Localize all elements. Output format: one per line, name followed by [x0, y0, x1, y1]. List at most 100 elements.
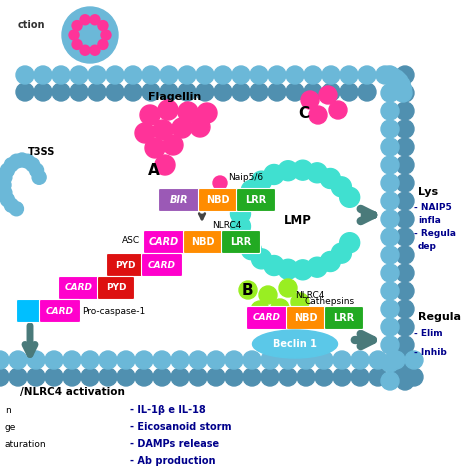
Circle shape [225, 351, 243, 369]
Text: Pro-caspase-1: Pro-caspase-1 [82, 307, 145, 316]
FancyBboxPatch shape [144, 230, 184, 254]
Circle shape [34, 66, 52, 84]
Circle shape [387, 351, 405, 369]
Circle shape [390, 73, 408, 91]
Circle shape [232, 83, 250, 101]
Circle shape [196, 66, 214, 84]
Text: Lys: Lys [418, 187, 438, 197]
Circle shape [0, 368, 9, 386]
Circle shape [251, 301, 269, 319]
Circle shape [90, 45, 100, 55]
Circle shape [322, 83, 340, 101]
Circle shape [396, 246, 414, 264]
Circle shape [232, 66, 250, 84]
Circle shape [381, 138, 399, 156]
Circle shape [304, 83, 322, 101]
Circle shape [381, 282, 399, 300]
Text: aturation: aturation [5, 440, 46, 449]
Circle shape [333, 351, 351, 369]
FancyBboxPatch shape [199, 189, 237, 211]
Circle shape [225, 368, 243, 386]
Circle shape [15, 153, 29, 167]
FancyBboxPatch shape [39, 300, 81, 322]
Circle shape [333, 368, 351, 386]
Circle shape [381, 264, 399, 282]
Circle shape [155, 155, 175, 175]
Text: - Elim: - Elim [414, 329, 443, 338]
Text: Beclin 1: Beclin 1 [273, 339, 317, 349]
Text: NBD: NBD [294, 313, 318, 323]
Circle shape [384, 68, 402, 86]
Circle shape [309, 106, 327, 124]
Circle shape [278, 161, 298, 181]
Circle shape [153, 368, 171, 386]
Circle shape [207, 351, 225, 369]
Text: n: n [5, 406, 11, 415]
Circle shape [396, 84, 414, 102]
Circle shape [271, 299, 289, 317]
Circle shape [27, 351, 45, 369]
Circle shape [396, 102, 414, 120]
Circle shape [70, 66, 88, 84]
Circle shape [117, 368, 135, 386]
Circle shape [142, 66, 160, 84]
Circle shape [178, 66, 196, 84]
FancyBboxPatch shape [246, 307, 288, 329]
Circle shape [307, 257, 327, 277]
FancyBboxPatch shape [58, 276, 100, 300]
Circle shape [160, 66, 178, 84]
FancyBboxPatch shape [142, 254, 182, 276]
Circle shape [387, 70, 405, 88]
Circle shape [98, 39, 108, 49]
Circle shape [234, 228, 254, 249]
Circle shape [72, 39, 82, 49]
Circle shape [252, 249, 272, 269]
Circle shape [20, 154, 35, 168]
Circle shape [279, 279, 297, 297]
Circle shape [376, 66, 394, 84]
Circle shape [214, 66, 232, 84]
Circle shape [9, 154, 23, 168]
Circle shape [340, 233, 360, 253]
Circle shape [381, 228, 399, 246]
Circle shape [153, 351, 171, 369]
Circle shape [396, 282, 414, 300]
Circle shape [381, 300, 399, 318]
Circle shape [381, 246, 399, 264]
Circle shape [291, 293, 309, 311]
Circle shape [250, 66, 268, 84]
Circle shape [32, 170, 46, 184]
Circle shape [243, 351, 261, 369]
Text: Flagellin: Flagellin [148, 92, 201, 102]
FancyBboxPatch shape [221, 230, 261, 254]
Circle shape [99, 368, 117, 386]
Circle shape [241, 240, 261, 260]
Text: CARD: CARD [46, 307, 74, 316]
Circle shape [293, 260, 313, 280]
Circle shape [213, 176, 227, 190]
Circle shape [189, 351, 207, 369]
FancyBboxPatch shape [17, 300, 42, 322]
Circle shape [381, 156, 399, 174]
Text: LRR: LRR [246, 195, 266, 205]
Circle shape [63, 351, 81, 369]
FancyBboxPatch shape [107, 254, 144, 276]
Text: PYD: PYD [106, 283, 126, 292]
Circle shape [29, 164, 44, 177]
Circle shape [268, 66, 286, 84]
Circle shape [381, 102, 399, 120]
Circle shape [69, 30, 79, 40]
Text: NLRC4: NLRC4 [212, 221, 241, 230]
Circle shape [153, 120, 173, 140]
Circle shape [268, 83, 286, 101]
Circle shape [145, 138, 165, 158]
Circle shape [340, 66, 358, 84]
Circle shape [307, 163, 327, 183]
Circle shape [315, 351, 333, 369]
Circle shape [124, 83, 142, 101]
Text: NLRC4: NLRC4 [295, 291, 324, 300]
Text: PYD: PYD [115, 261, 135, 270]
Circle shape [396, 192, 414, 210]
Circle shape [196, 83, 214, 101]
Circle shape [234, 191, 254, 211]
